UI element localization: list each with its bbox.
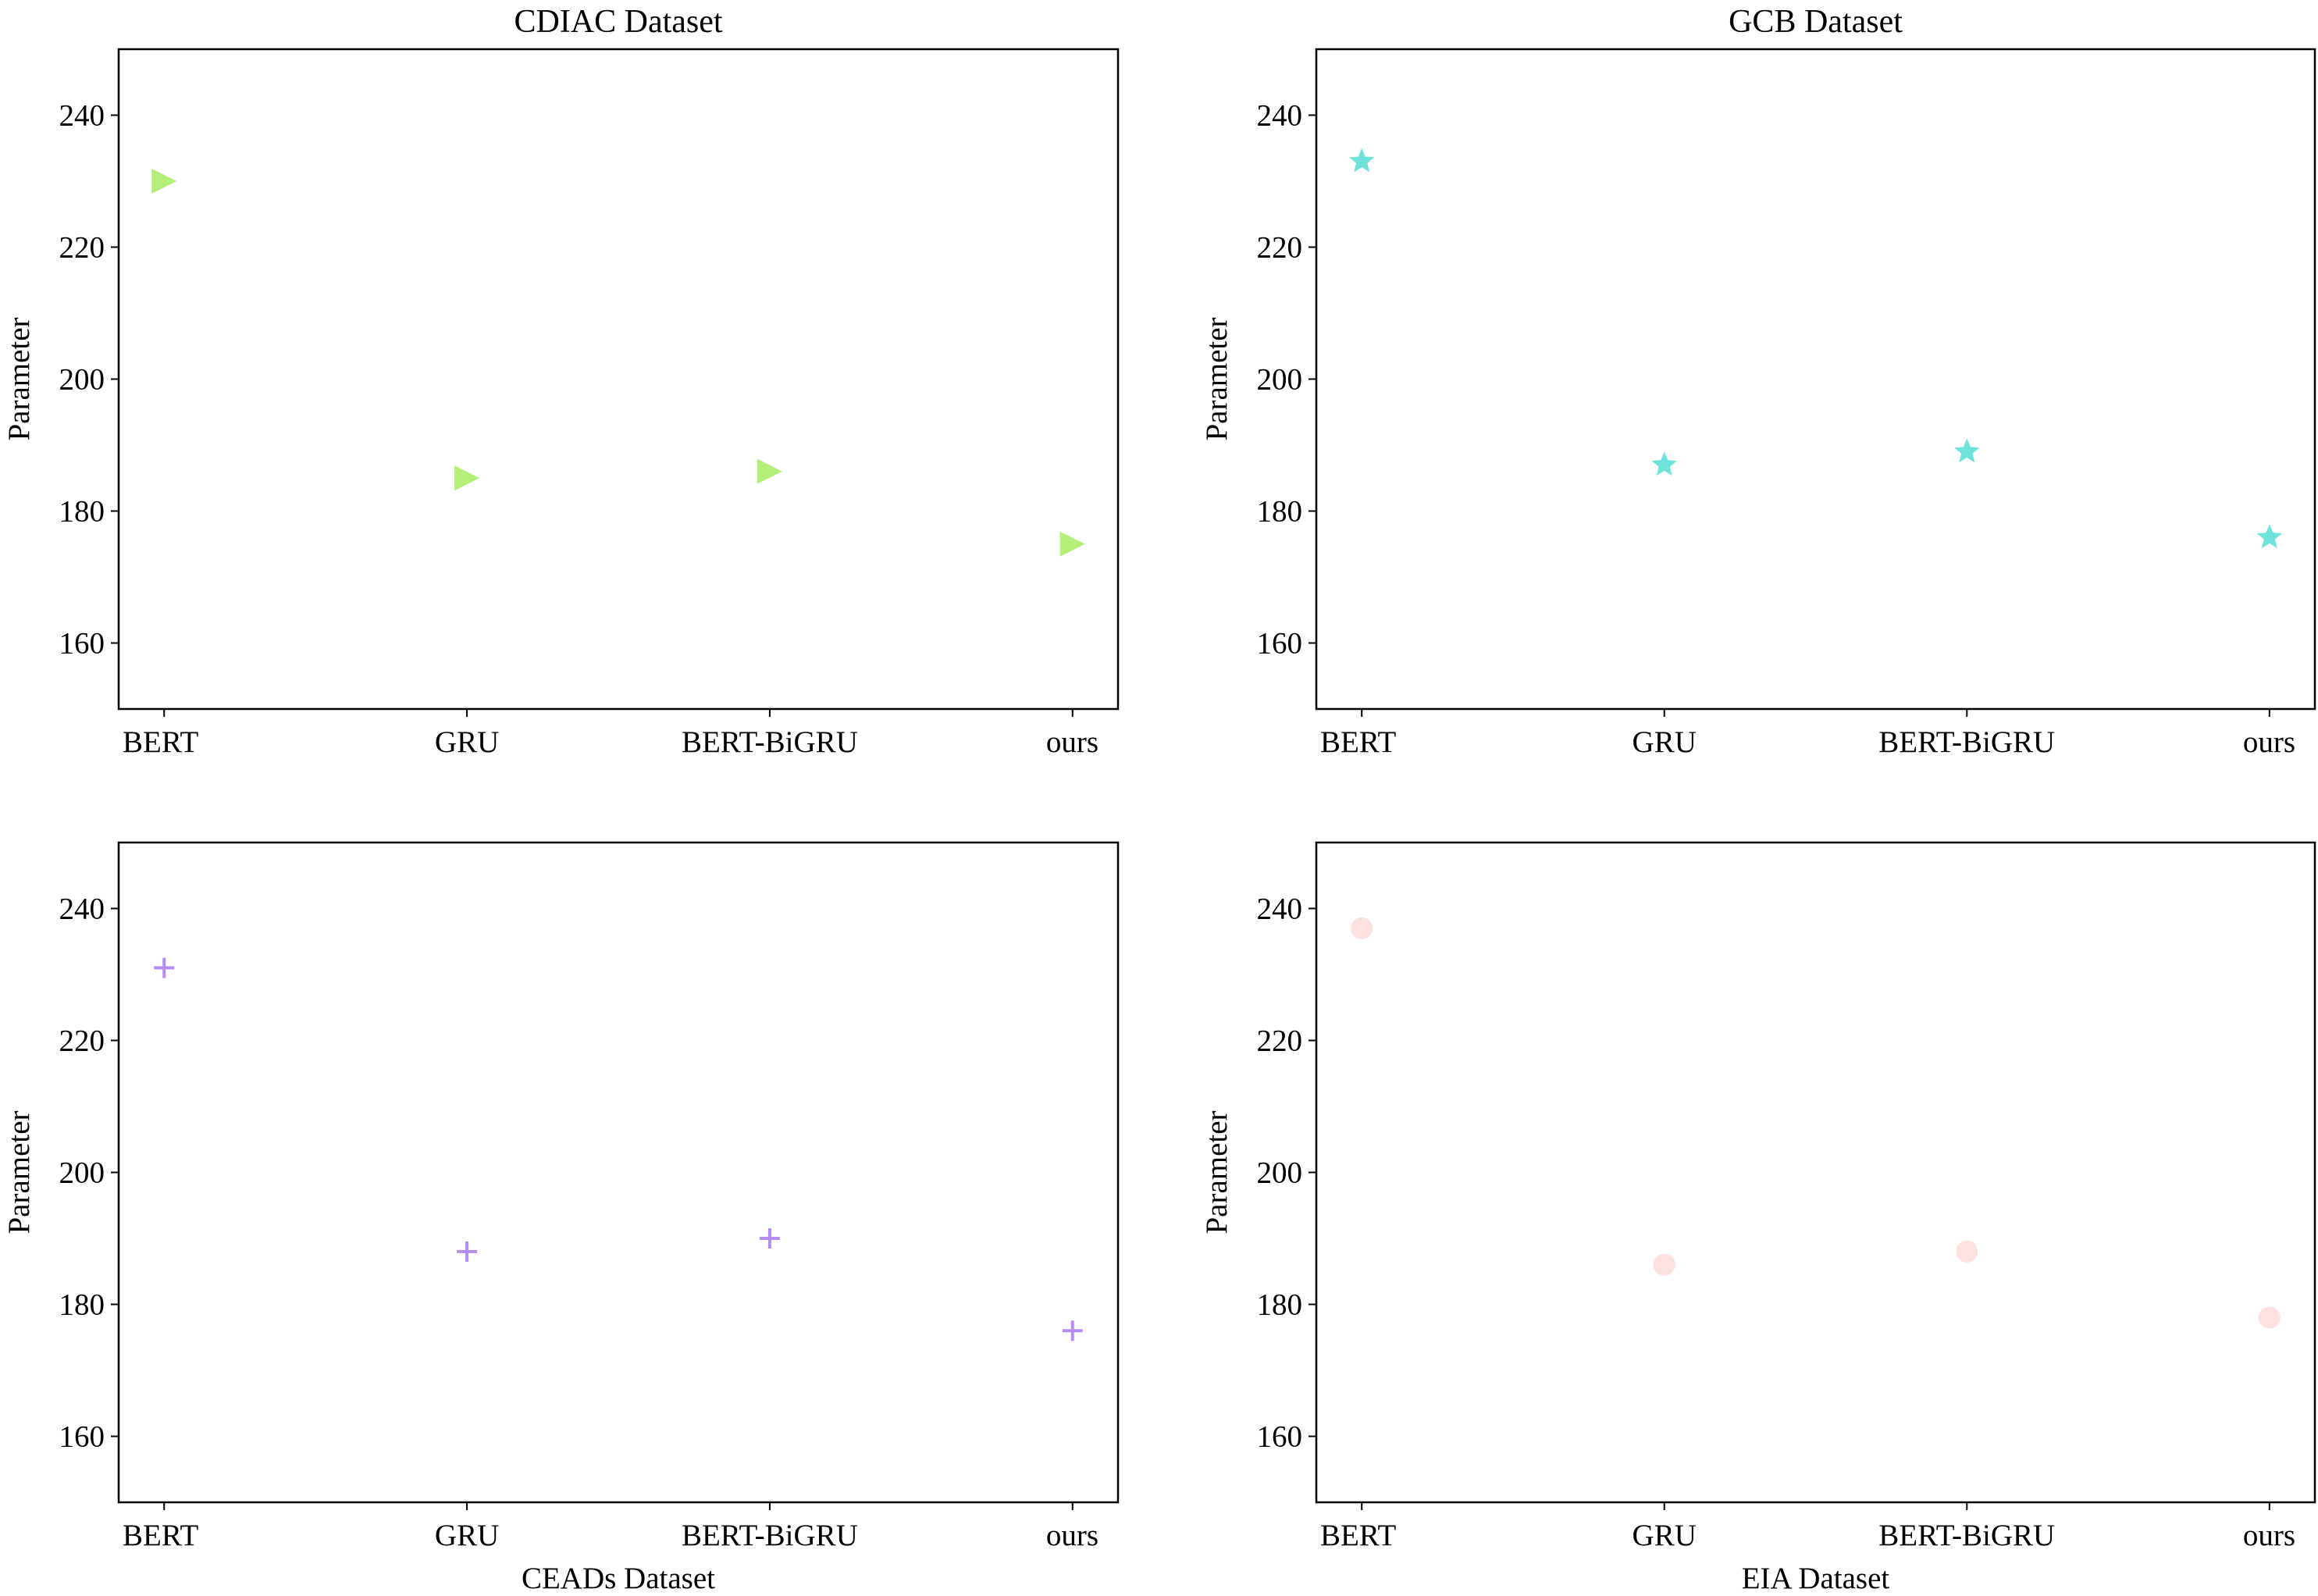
data-point-bert-bigru xyxy=(757,458,782,484)
chart-title: CDIAC Dataset xyxy=(514,4,722,40)
x-tick-label: BERT xyxy=(1320,725,1397,759)
y-tick-label: 160 xyxy=(1257,1420,1303,1454)
y-tick-label: 180 xyxy=(59,1288,105,1322)
x-tick-label: BERT xyxy=(1320,1519,1397,1552)
y-axis-label: Parameter xyxy=(1200,1110,1234,1234)
y-tick-label: 240 xyxy=(1257,892,1303,926)
data-point-gru xyxy=(1651,451,1677,476)
data-point-gru xyxy=(454,465,480,491)
x-axis-label: CEADs Dataset xyxy=(522,1562,715,1595)
y-tick-label: 200 xyxy=(1257,363,1303,397)
x-tick-label: ours xyxy=(2243,1519,2295,1552)
x-tick-label: GRU xyxy=(1633,725,1697,759)
chart-title: GCB Dataset xyxy=(1729,4,1903,40)
x-tick-label: BERT-BiGRU xyxy=(1878,1519,2055,1552)
y-tick-label: 180 xyxy=(1257,1288,1303,1322)
x-tick-label: ours xyxy=(1046,1519,1098,1552)
x-tick-label: BERT-BiGRU xyxy=(682,1519,858,1552)
y-tick-label: 200 xyxy=(1257,1156,1303,1190)
data-point-bert xyxy=(1351,917,1373,939)
y-tick-label: 220 xyxy=(1257,1024,1303,1058)
chart-panel-2: GCB Dataset 160 180 200 220 240 BERT GRU BERT-Bi… xyxy=(1200,4,2316,759)
y-axis-label: Parameter xyxy=(2,1110,36,1234)
plot-frame xyxy=(1315,48,2316,711)
x-tick-label: GRU xyxy=(435,1519,499,1552)
x-tick-label: BERT-BiGRU xyxy=(1878,725,2055,759)
y-tick-label: 240 xyxy=(1257,99,1303,133)
x-tick-label: ours xyxy=(2243,725,2295,759)
y-tick-label: 180 xyxy=(59,495,105,529)
plot-frame xyxy=(117,841,1120,1504)
data-point-ours xyxy=(2258,1306,2281,1329)
y-tick-label: 200 xyxy=(59,363,105,397)
x-tick-label: BERT-BiGRU xyxy=(682,725,858,759)
y-tick-label: 240 xyxy=(59,99,105,133)
y-tick-label: 160 xyxy=(59,627,105,661)
x-tick-label: BERT xyxy=(123,1519,199,1552)
y-tick-label: 220 xyxy=(59,231,105,265)
x-tick-label: GRU xyxy=(1633,1519,1697,1552)
data-point-bert xyxy=(1349,148,1375,173)
y-tick-label: 200 xyxy=(59,1156,105,1190)
x-tick-label: ours xyxy=(1046,725,1098,759)
chart-panel-4: 160 180 200 220 240 BERT GRU BERT-BiGRU ours Para… xyxy=(1200,841,2316,1595)
chart-panel-1: CDIAC Dataset 160 180 200 220 240 BERT GRU BERT-… xyxy=(2,4,1120,759)
plot-frame xyxy=(117,48,1120,711)
x-tick-label: GRU xyxy=(435,725,499,759)
data-point-bert xyxy=(151,169,177,194)
y-axis-label: Parameter xyxy=(2,317,36,440)
data-point-gru xyxy=(1653,1253,1675,1276)
data-point-bert-bigru xyxy=(759,1228,780,1249)
x-tick-label: BERT xyxy=(123,725,199,759)
data-point-ours xyxy=(1062,1320,1083,1341)
data-point-ours xyxy=(1059,531,1085,557)
data-point-gru xyxy=(457,1241,478,1262)
chart-panel-3: 160 180 200 220 240 BERT GRU BERT-BiGRU ours Para… xyxy=(2,841,1120,1595)
y-axis-label: Parameter xyxy=(1200,317,1234,440)
data-point-bert xyxy=(154,957,175,978)
y-tick-label: 160 xyxy=(1257,627,1303,661)
y-tick-label: 180 xyxy=(1257,495,1303,529)
x-axis-label: EIA Dataset xyxy=(1742,1562,1890,1595)
y-tick-label: 160 xyxy=(59,1420,105,1454)
y-tick-label: 220 xyxy=(59,1024,105,1058)
plot-frame xyxy=(1315,841,2316,1504)
y-tick-label: 220 xyxy=(1257,231,1303,265)
data-point-ours xyxy=(2256,524,2282,549)
y-tick-label: 240 xyxy=(59,892,105,926)
data-point-bert-bigru xyxy=(1954,438,1980,463)
data-point-bert-bigru xyxy=(1956,1240,1978,1263)
